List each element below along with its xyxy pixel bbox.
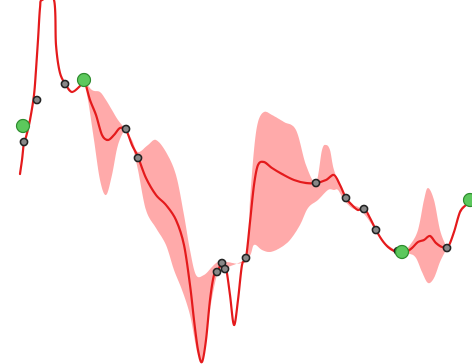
query-point <box>121 124 131 134</box>
query-points-layer <box>19 79 452 277</box>
confidence-band <box>84 80 446 361</box>
query-point <box>241 253 251 263</box>
mean-line <box>18 0 472 364</box>
observations-layer <box>15 72 472 260</box>
query-point <box>19 137 29 147</box>
query-point <box>212 267 222 277</box>
observation-point <box>462 192 472 208</box>
query-point <box>311 178 321 188</box>
observation-point <box>76 72 92 88</box>
query-point <box>32 95 42 105</box>
query-point <box>371 225 381 235</box>
query-point <box>359 204 369 214</box>
observation-point <box>394 244 410 260</box>
query-point <box>220 264 230 274</box>
query-point <box>341 193 351 203</box>
query-point <box>133 153 143 163</box>
confidence-band-layer <box>84 80 446 361</box>
mean-line-layer <box>18 0 472 364</box>
observation-point <box>15 118 31 134</box>
query-point <box>442 243 452 253</box>
query-point <box>60 79 70 89</box>
